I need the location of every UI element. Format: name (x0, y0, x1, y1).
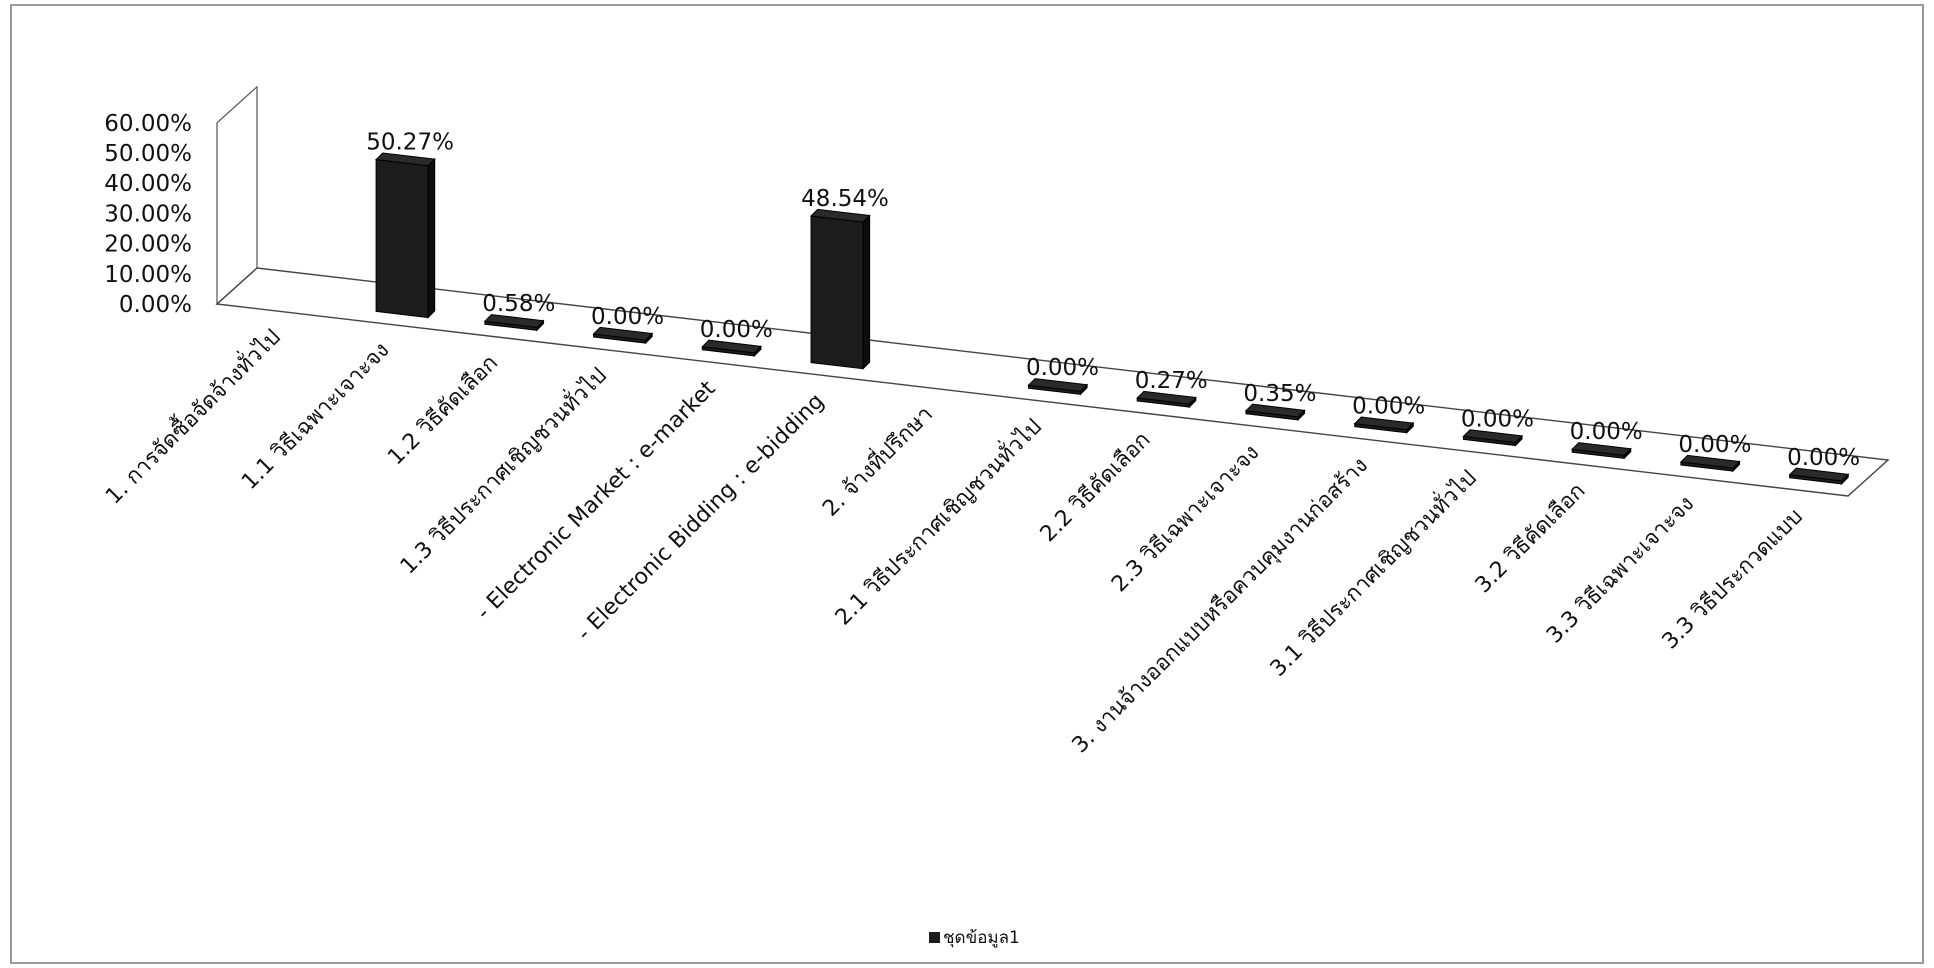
bar (1136, 390, 1197, 409)
data-label: 0.00% (591, 304, 664, 330)
side-wall (216, 85, 258, 306)
bar-side (427, 157, 436, 319)
category-label: 3.2 วิธีคัดเลือก (1471, 479, 1591, 599)
bar-front (375, 159, 429, 319)
category-label: 2.2 วิธีคัดเลือก (1036, 427, 1156, 547)
bar-top (809, 208, 871, 223)
bar (1788, 467, 1850, 486)
bar (592, 326, 654, 345)
data-label: 0.27% (1135, 368, 1208, 394)
bar-top (1462, 429, 1524, 444)
y-axis-ticks: 0.00% 10.00% 20.00% 30.00% 40.00% 50.00% 60.00… (104, 111, 192, 318)
data-label: 0.35% (1243, 381, 1316, 407)
chart-frame: 0.00% 10.00% 20.00% 30.00% 40.00% 50.00% 60.00… (10, 4, 1924, 964)
bar-top (1571, 442, 1632, 456)
y-tick-label: 60.00% (104, 111, 192, 137)
bar-top (1244, 403, 1306, 418)
bar-side (862, 214, 871, 370)
bar (809, 208, 871, 370)
bar-front (810, 215, 864, 370)
bar (1353, 416, 1415, 434)
data-label: 0.58% (482, 291, 555, 317)
y-tick-label: 20.00% (104, 232, 192, 258)
category-label: - Electronic Bidding : e-bidding (572, 389, 829, 646)
category-label: 1.3 วิธีประกาศเชิญชวนทั่วไป (393, 361, 612, 580)
bar (1027, 378, 1089, 396)
bar (701, 339, 762, 358)
y-tick-label: 0.00% (119, 292, 192, 318)
bar-top (1788, 467, 1850, 482)
legend: ชุดข้อมูล1 (929, 928, 1020, 948)
chart-floor (215, 267, 1890, 497)
data-label: 0.00% (1026, 355, 1099, 381)
y-tick-label: 50.00% (104, 141, 192, 167)
bar-chart: 0.00% 10.00% 20.00% 30.00% 40.00% 50.00% 60.00… (98, 85, 1890, 948)
legend-swatch (929, 932, 940, 943)
category-label: - Electronic Market : e-market (472, 376, 721, 625)
bar-top (1136, 390, 1197, 405)
legend-label: ชุดข้อมูล1 (943, 928, 1020, 948)
bar (375, 152, 436, 319)
bar-top (1027, 378, 1089, 392)
bar-top (1353, 416, 1415, 431)
bar (483, 314, 545, 332)
data-label: 0.00% (1570, 419, 1643, 445)
y-tick-label: 30.00% (104, 201, 192, 227)
data-label: 48.54% (801, 186, 889, 212)
bar (1244, 403, 1306, 422)
bar-top (483, 314, 545, 328)
y-tick-label: 40.00% (104, 171, 192, 197)
bar-top (592, 326, 654, 341)
y-tick-label: 10.00% (104, 262, 192, 288)
data-label: 0.00% (1352, 394, 1425, 420)
category-label: 1.2 วิธีคัดเลือก (383, 351, 503, 471)
axes-layer (215, 85, 1890, 497)
data-label: 0.00% (1461, 406, 1534, 432)
bar-top (1679, 454, 1741, 469)
bar (1462, 429, 1524, 447)
bar (1571, 442, 1632, 460)
bar-top (701, 339, 762, 354)
data-label: 50.27% (366, 130, 454, 156)
data-label: 0.00% (1678, 432, 1751, 458)
category-label: 2.1 วิธีประกาศเชิญชวนทั่วไป (828, 412, 1047, 631)
category-label: 3.1 วิธีประกาศเชิญชวนทั่วไป (1263, 463, 1482, 682)
bars-layer (375, 152, 1850, 486)
data-labels-layer: 50.27% 0.58% 0.00% 0.00% 48.54% 0.00% 0.27% 0.3… (366, 130, 1860, 471)
data-label: 0.00% (1787, 445, 1860, 471)
category-label: 2. จ้างที่ปรึกษา (815, 399, 938, 522)
bar-top (375, 152, 436, 167)
bar (1679, 454, 1741, 473)
data-label: 0.00% (700, 317, 773, 343)
